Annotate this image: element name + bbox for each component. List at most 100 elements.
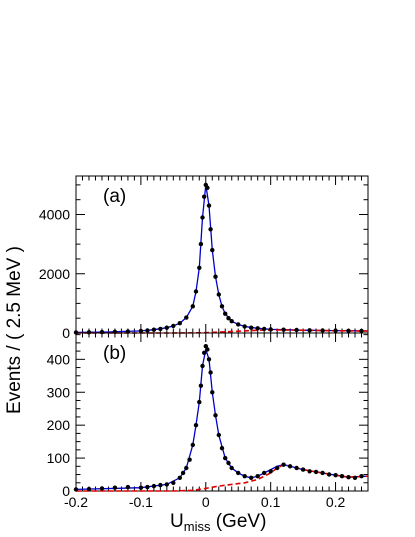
data-point: [294, 327, 299, 333]
data-point: [313, 469, 319, 475]
data-point: [346, 475, 351, 480]
data-point: [320, 328, 325, 333]
data-point: [249, 475, 254, 480]
y-tick-label: 0: [62, 325, 70, 341]
data-point: [216, 292, 221, 297]
data-point: [294, 465, 299, 471]
fit-curve: [75, 184, 369, 334]
data-point: [223, 455, 228, 461]
data-point: [73, 487, 79, 492]
x-axis-title-unit: (GeV): [210, 511, 266, 532]
data-point: [275, 465, 280, 471]
data-point: [125, 484, 131, 490]
data-point: [213, 274, 218, 279]
data-point: [213, 413, 218, 418]
fit-curve: [75, 346, 369, 491]
data-point: [197, 265, 202, 270]
data-point: [112, 485, 118, 490]
data-point: [333, 328, 338, 333]
y-tick-label: 2000: [39, 266, 70, 282]
data-point: [202, 194, 207, 199]
data-point: [208, 227, 213, 232]
data-point: [326, 472, 332, 477]
data-point: [281, 462, 286, 467]
data-point: [205, 347, 210, 352]
data-point: [158, 326, 163, 332]
data-point: [339, 474, 345, 479]
x-tick-label: 0: [202, 494, 210, 510]
data-point: [359, 474, 364, 479]
background-curve: [76, 463, 369, 492]
data-point: [210, 390, 215, 395]
data-point: [242, 324, 247, 329]
data-point: [202, 350, 207, 355]
data-point: [206, 203, 212, 208]
y-tick-label: 300: [47, 384, 71, 400]
data-point: [138, 485, 144, 490]
data-point: [281, 327, 286, 332]
y-tick-label: 4000: [39, 207, 70, 223]
data-point: [352, 475, 358, 480]
data-point: [216, 432, 221, 438]
data-point: [145, 328, 150, 333]
data-point: [99, 486, 105, 491]
data-point: [236, 322, 241, 327]
panel-label: (a): [103, 186, 126, 207]
y-axis-title: Events / ( 2.5 MeV ): [4, 246, 25, 414]
data-point: [262, 470, 267, 476]
data-point: [193, 423, 199, 428]
panel-a: 0 2000 4000 (a): [39, 175, 369, 341]
data-point: [200, 215, 205, 220]
data-point: [268, 327, 273, 332]
data-point: [177, 475, 182, 480]
data-point: [242, 474, 247, 479]
x-tick-label: 0.2: [326, 494, 346, 510]
data-point: [236, 470, 241, 476]
x-tick-label: -0.2: [64, 494, 88, 510]
data-point: [320, 470, 325, 476]
data-point: [219, 446, 225, 451]
data-point: [229, 319, 234, 324]
data-point: [177, 321, 182, 326]
data-point: [255, 474, 260, 479]
data-point: [190, 304, 195, 309]
data-point: [287, 464, 293, 469]
data-point: [333, 473, 338, 478]
data-point: [198, 383, 204, 388]
data-point: [307, 469, 312, 474]
data-point: [86, 486, 92, 492]
data-point: [300, 467, 306, 472]
y-tick-label: 0: [62, 483, 70, 499]
data-point: [184, 465, 189, 471]
data-point: [203, 344, 208, 349]
data-point: [359, 328, 364, 334]
data-point: [158, 482, 163, 488]
data-point: [205, 185, 210, 190]
data-point: [180, 470, 186, 476]
data-point: [229, 465, 234, 471]
x-axis-title-subscript: miss: [184, 519, 211, 534]
data-point: [171, 480, 176, 485]
data-point: [164, 482, 169, 487]
data-point: [198, 241, 204, 247]
x-tick-label: -0.1: [129, 494, 153, 510]
y-tick-label: 200: [47, 417, 71, 433]
data-point: [255, 326, 260, 331]
data-point: [206, 357, 212, 362]
data-point: [210, 247, 215, 253]
data-point: [219, 304, 225, 309]
data-point: [226, 316, 231, 321]
x-axis-title-main: U: [170, 511, 184, 532]
plot-frame: [75, 332, 369, 492]
data-point: [262, 326, 267, 332]
data-point: [164, 325, 169, 330]
x-tick-label: 0.1: [261, 494, 281, 510]
data-point: [171, 323, 176, 329]
data-point: [138, 328, 144, 334]
data-point: [346, 328, 351, 333]
y-tick-label: 400: [47, 351, 71, 367]
data-point: [307, 328, 312, 333]
data-point: [268, 469, 273, 474]
data-point: [197, 399, 202, 405]
data-point: [208, 370, 213, 375]
